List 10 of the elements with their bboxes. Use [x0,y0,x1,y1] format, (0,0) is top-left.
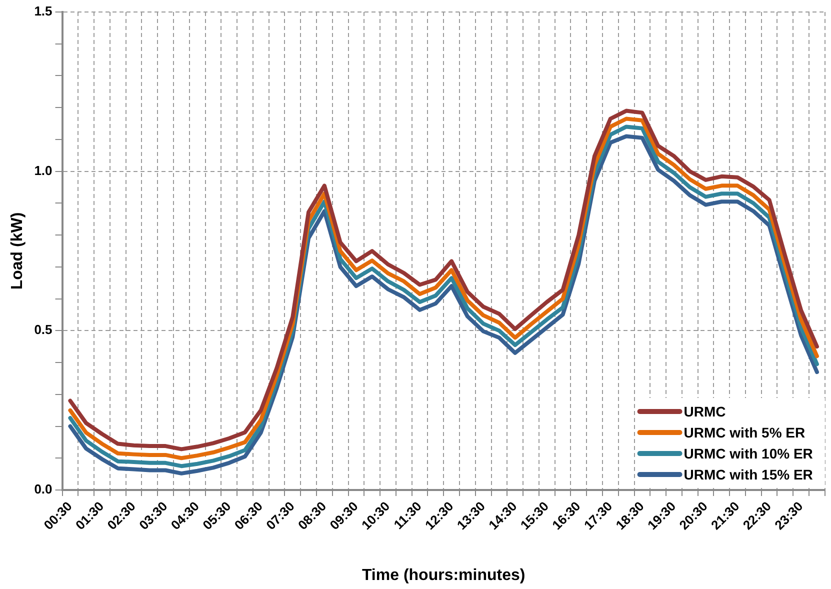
legend-label: URMC with 15% ER [684,466,813,482]
legend-label: URMC with 5% ER [684,424,806,440]
x-axis-title: Time (hours:minutes) [362,566,526,584]
legend-label: URMC [684,403,726,420]
legend-label: URMC with 10% ER [684,445,813,462]
y-tick-label: 0.5 [34,322,52,338]
y-tick-label: 1.0 [34,162,52,178]
y-axis-title: Load (kW) [9,212,26,290]
y-tick-label: 1.5 [34,4,52,19]
y-tick-label: 0.0 [34,482,52,497]
